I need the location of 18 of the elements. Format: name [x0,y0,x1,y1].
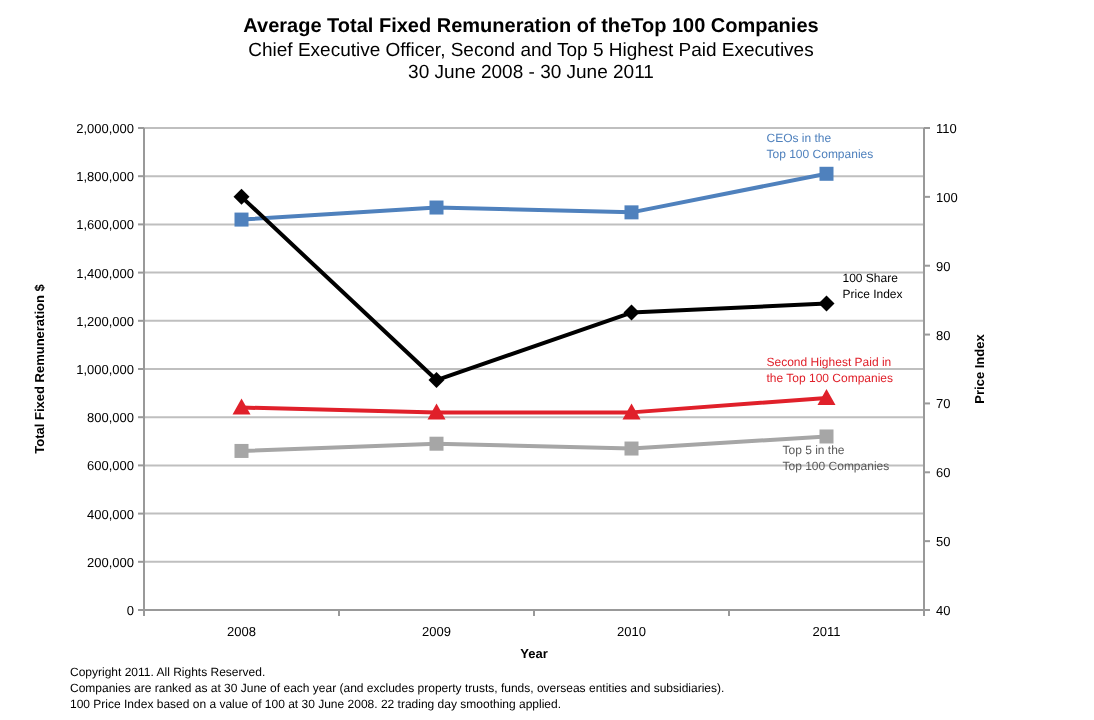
point [819,429,834,444]
point [623,304,640,321]
point [624,441,639,456]
point [427,403,446,420]
point [819,166,834,181]
point [429,436,444,451]
point [622,403,641,420]
point [818,295,835,312]
point [233,188,250,205]
point [817,388,836,405]
point [234,212,249,227]
point [428,372,445,389]
point [624,205,639,220]
point [234,443,249,458]
point [232,398,251,415]
point [429,200,444,215]
chart-subtitle: Chief Executive Officer, Second and Top 5 Highest Paid Executives 30 June 2008 - 30 June 2011 [248,40,815,84]
chart-title: Average Total Fixed Remuneration of theTop 100 Companies [243,16,820,38]
